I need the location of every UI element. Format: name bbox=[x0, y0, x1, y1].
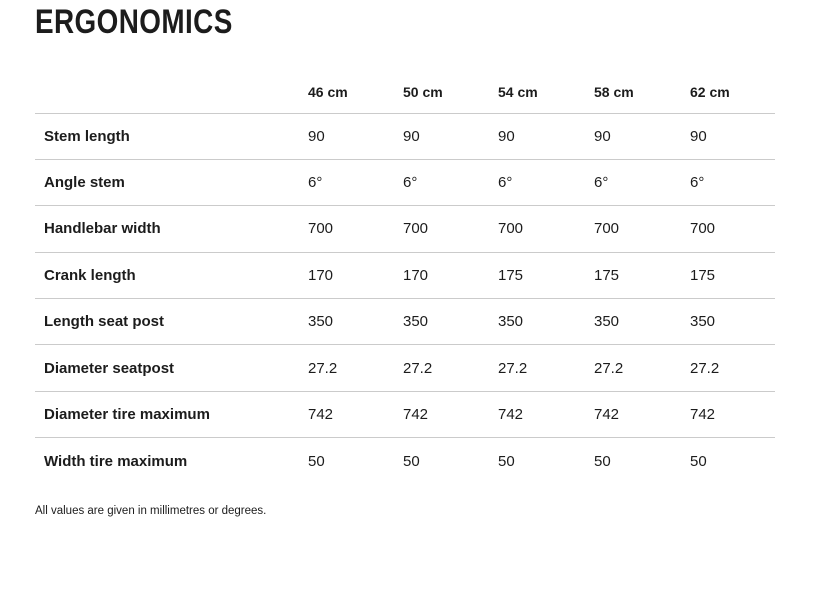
row-value: 350 bbox=[403, 313, 429, 331]
row-value: 90 bbox=[403, 127, 420, 145]
row-value: 700 bbox=[308, 220, 334, 238]
row-value: 700 bbox=[594, 220, 620, 238]
row-value: 27.2 bbox=[308, 359, 338, 377]
header-spacer-cell bbox=[35, 68, 308, 113]
row-value: 90 bbox=[308, 127, 325, 145]
row-value: 50 bbox=[308, 452, 325, 470]
row-value: 742 bbox=[690, 406, 716, 424]
table-row: Length seat post 350 350 350 350 350 bbox=[35, 299, 775, 345]
row-value: 350 bbox=[498, 313, 524, 331]
row-value: 6° bbox=[308, 174, 323, 192]
size-column-header: 54 cm bbox=[498, 83, 538, 100]
row-value: 175 bbox=[690, 266, 716, 284]
row-value: 27.2 bbox=[594, 359, 624, 377]
spec-table-body: Stem length 90 90 90 90 90 Angle stem 6° 6° 6° 6° 6… bbox=[35, 113, 775, 484]
table-row: Crank length 170 170 175 175 175 bbox=[35, 252, 775, 299]
row-value: 6° bbox=[498, 174, 513, 192]
row-value: 350 bbox=[690, 313, 716, 331]
row-value: 50 bbox=[594, 452, 611, 470]
row-value: 50 bbox=[403, 452, 420, 470]
row-value: 350 bbox=[594, 313, 620, 331]
units-footnote: All values are given in millimetres or d… bbox=[35, 505, 267, 517]
row-value: 742 bbox=[498, 406, 524, 424]
ergonomics-spec-table: 46 cm 50 cm 54 cm 58 cm 62 cm Stem length 90 9… bbox=[35, 68, 775, 484]
row-label: Handlebar width bbox=[44, 220, 161, 238]
row-label: Diameter seatpost bbox=[44, 359, 175, 377]
size-column-header: 62 cm bbox=[690, 83, 730, 100]
row-value: 6° bbox=[403, 174, 418, 192]
row-value: 50 bbox=[690, 452, 707, 470]
row-value: 90 bbox=[594, 127, 611, 145]
row-value: 700 bbox=[403, 220, 429, 238]
row-value: 742 bbox=[403, 406, 429, 424]
row-value: 175 bbox=[498, 266, 524, 284]
row-value: 175 bbox=[594, 266, 620, 284]
row-label: Width tire maximum bbox=[44, 452, 188, 470]
table-row: Width tire maximum 50 50 50 50 50 bbox=[35, 438, 775, 484]
row-value: 27.2 bbox=[498, 359, 528, 377]
table-row: Diameter tire maximum 742 742 742 742 742 bbox=[35, 391, 775, 438]
row-value: 170 bbox=[308, 266, 334, 284]
row-value: 6° bbox=[690, 174, 705, 192]
table-row: Diameter seatpost 27.2 27.2 27.2 27.2 27.2 bbox=[35, 345, 775, 392]
table-row: Stem length 90 90 90 90 90 bbox=[35, 113, 775, 160]
row-value: 50 bbox=[498, 452, 515, 470]
row-value: 742 bbox=[308, 406, 334, 424]
row-value: 90 bbox=[690, 127, 707, 145]
table-row: Angle stem 6° 6° 6° 6° 6° bbox=[35, 159, 775, 206]
row-label: Diameter tire maximum bbox=[44, 406, 210, 424]
row-value: 27.2 bbox=[690, 359, 720, 377]
row-value: 6° bbox=[594, 174, 609, 192]
row-label: Crank length bbox=[44, 266, 136, 284]
row-label: Stem length bbox=[44, 127, 130, 145]
row-value: 27.2 bbox=[403, 359, 433, 377]
row-value: 90 bbox=[498, 127, 515, 145]
row-value: 170 bbox=[403, 266, 429, 284]
table-row: Handlebar width 700 700 700 700 700 bbox=[35, 206, 775, 253]
row-value: 742 bbox=[594, 406, 620, 424]
size-column-header: 46 cm bbox=[308, 83, 348, 100]
row-value: 700 bbox=[498, 220, 524, 238]
size-column-header: 58 cm bbox=[594, 83, 634, 100]
row-value: 350 bbox=[308, 313, 334, 331]
row-label: Length seat post bbox=[44, 313, 165, 331]
page-title: ERGONOMICS bbox=[35, 3, 233, 41]
row-label: Angle stem bbox=[44, 174, 125, 192]
table-header-row: 46 cm 50 cm 54 cm 58 cm 62 cm bbox=[35, 68, 775, 113]
row-value: 700 bbox=[690, 220, 716, 238]
size-column-header: 50 cm bbox=[403, 83, 443, 100]
